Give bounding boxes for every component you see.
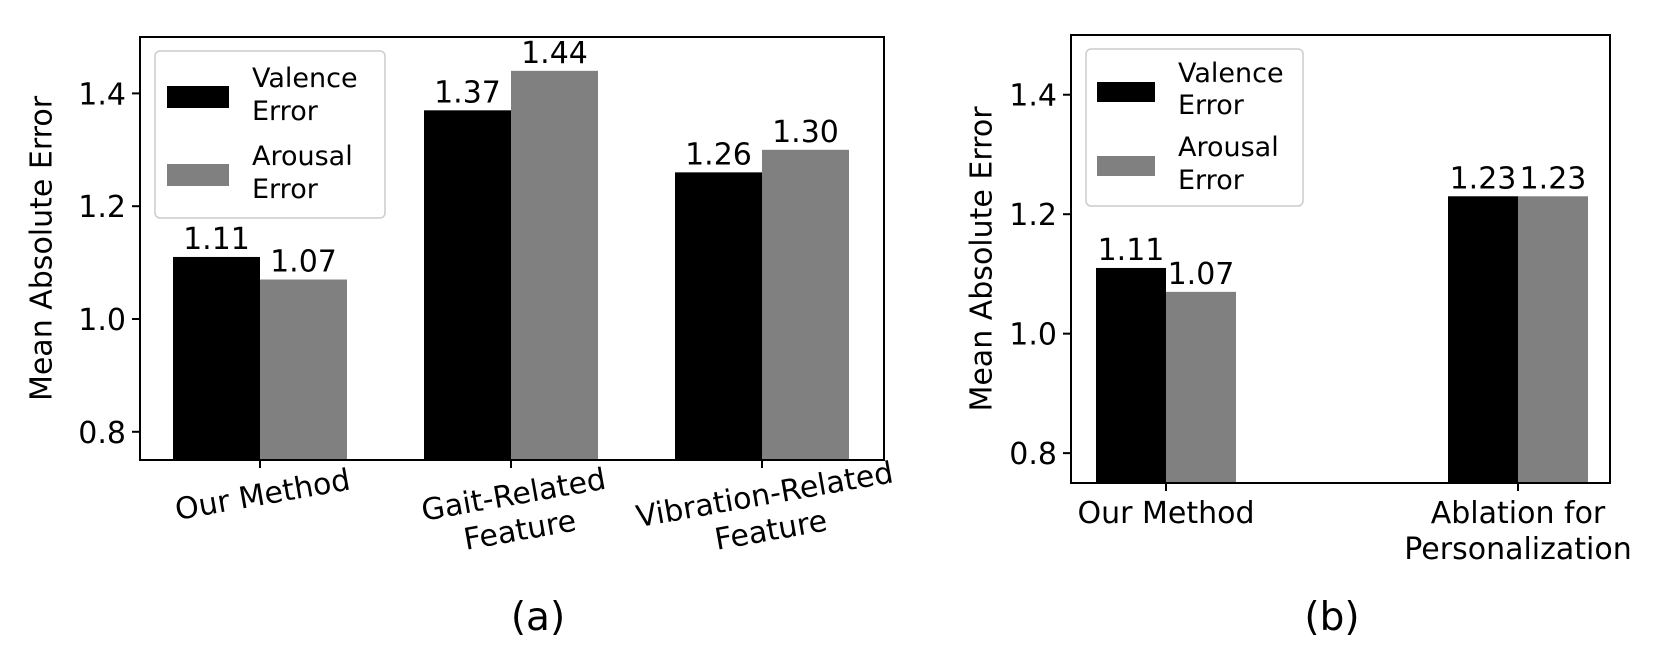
legend-label: Arousal — [252, 141, 353, 172]
y-axis-label: Mean Absolute Error — [25, 95, 60, 401]
x-tick-label-line: Our Method — [1077, 496, 1254, 531]
y-tick-label: 1.0 — [1009, 318, 1057, 353]
bar — [173, 256, 260, 460]
y-tick-label: 1.4 — [78, 77, 126, 112]
bar — [762, 149, 849, 461]
legend-label: Valence — [1178, 58, 1284, 89]
bar — [424, 110, 511, 460]
bar — [1166, 291, 1236, 483]
legend-swatch — [167, 164, 229, 186]
legend-label: Error — [252, 174, 319, 205]
y-tick-label: 1.2 — [1009, 198, 1057, 233]
chart-b: 1.111.07 1.23 1.23 0.8 1.0 1.2 1.4 Mean Absolut… — [965, 34, 1632, 640]
caption: (b) — [1304, 595, 1359, 640]
bar — [1448, 196, 1518, 483]
data-label: 1.37 — [434, 75, 501, 110]
legend-label: Arousal — [1178, 132, 1279, 163]
legend-label: Error — [1178, 90, 1245, 121]
bar — [260, 279, 347, 460]
data-label: 1.30 — [772, 115, 839, 150]
x-tick-label-line: Ablation for — [1431, 496, 1606, 531]
y-tick-label: 0.8 — [1009, 437, 1057, 472]
data-label: 1.23 — [1520, 161, 1587, 196]
legend-swatch — [1097, 82, 1155, 102]
x-tick-label-line: Our Method — [172, 463, 352, 528]
legend-label: Error — [1178, 165, 1245, 196]
x-tick-label-line: Personalization — [1404, 532, 1631, 567]
legend-swatch — [167, 86, 229, 108]
y-tick-label: 1.4 — [1009, 79, 1057, 114]
data-label: 1.07 — [270, 245, 337, 280]
data-label: 1.26 — [685, 137, 752, 172]
x-tick-label: Our Method — [172, 463, 352, 528]
bar — [1096, 267, 1166, 483]
y-tick-label: 1.0 — [78, 303, 126, 338]
y-tick-label: 0.8 — [78, 416, 126, 451]
plot-frame — [1070, 34, 1611, 484]
legend-swatch — [1097, 156, 1155, 176]
y-tick-label: 1.2 — [78, 190, 126, 225]
data-label: 1.23 — [1450, 161, 1517, 196]
chart-a: 1.11 1.07 1.37 1.44 1.26 1.30 0.8 1.0 1.2 1.4 Mean… — [25, 36, 896, 640]
data-label: 1.11 — [183, 222, 250, 257]
x-tick-label: Our Method — [1077, 496, 1254, 531]
bar — [675, 172, 762, 461]
data-label: 1.44 — [521, 36, 588, 71]
data-label: 1.11 — [1098, 233, 1165, 268]
legend-label: Valence — [252, 63, 358, 94]
data-label: 1.07 — [1168, 257, 1235, 292]
caption: (a) — [511, 595, 565, 640]
legend-label: Error — [252, 96, 319, 127]
bar — [511, 70, 598, 460]
bar — [1518, 196, 1588, 483]
y-axis-label: Mean Absolute Error — [965, 106, 1000, 412]
